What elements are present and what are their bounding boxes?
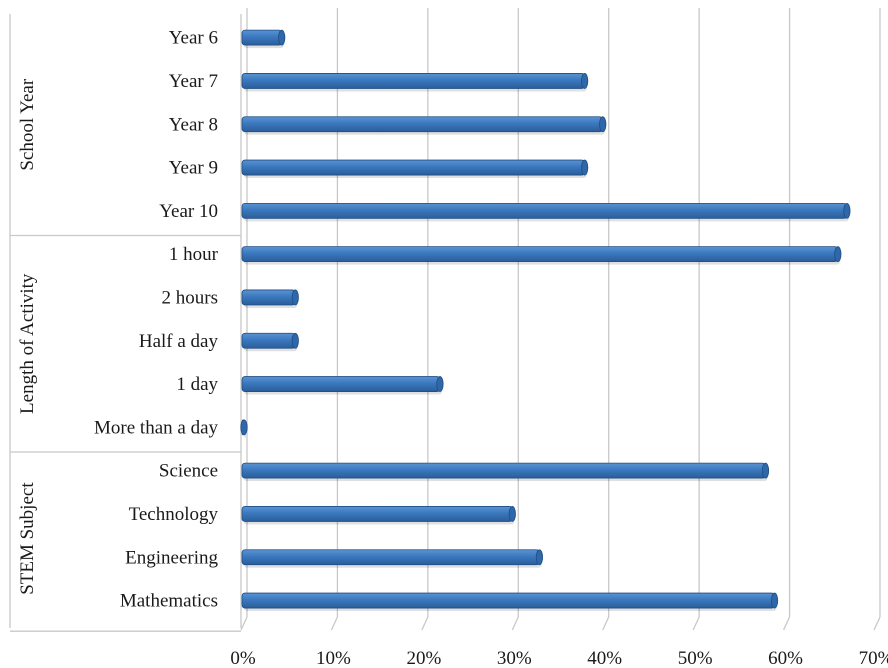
bar — [241, 246, 842, 265]
x-tick-label: 50% — [678, 648, 713, 668]
bar — [241, 29, 286, 49]
gridline-floor — [873, 616, 881, 631]
bar — [241, 592, 779, 612]
x-tick-label: 10% — [316, 648, 351, 668]
gridline-floor — [240, 616, 248, 631]
x-tick-label: 30% — [497, 648, 532, 668]
grid-lines — [240, 8, 881, 631]
bar — [241, 202, 851, 222]
x-tick-labels: 0% 10% 20% 30% 40% 50% 60% 70% — [230, 648, 888, 668]
bar — [241, 506, 516, 525]
bar — [241, 159, 589, 179]
x-tick-label: 70% — [859, 648, 888, 668]
gridline-floor — [421, 616, 429, 631]
category-label: 2 hours — [162, 287, 218, 308]
category-label: Technology — [129, 504, 219, 525]
gridline-floor — [330, 616, 339, 631]
category-label: Year 9 — [169, 158, 218, 179]
category-label: Engineering — [125, 547, 218, 568]
bar — [241, 462, 770, 482]
group-label: STEM Subject — [17, 482, 38, 595]
category-label: Year 7 — [169, 71, 218, 92]
bars — [240, 29, 851, 612]
gridline-floor — [692, 616, 700, 631]
category-label: 1 day — [176, 374, 218, 395]
x-tick-label: 20% — [406, 648, 441, 668]
bar — [241, 549, 544, 568]
bar — [241, 332, 299, 352]
category-label: Mathematics — [120, 591, 218, 612]
group-label: Length of Activity — [17, 273, 38, 414]
category-label: Science — [159, 461, 218, 482]
gridline-floor — [782, 616, 791, 631]
x-tick-label: 60% — [768, 648, 803, 668]
bar — [240, 419, 248, 438]
bar — [241, 376, 444, 395]
category-label: 1 hour — [169, 244, 219, 265]
category-axis-frame — [9, 14, 242, 632]
gridline-floor — [602, 616, 610, 631]
bar — [241, 289, 299, 308]
x-tick-label: 0% — [230, 648, 256, 668]
category-label: Year 6 — [169, 28, 218, 49]
bar — [241, 116, 607, 135]
gridline-floor — [511, 616, 519, 631]
category-label: Year 10 — [159, 201, 218, 222]
category-label: Year 8 — [169, 114, 218, 135]
group-label: School Year — [17, 78, 38, 171]
bar — [241, 73, 589, 92]
x-tick-label: 40% — [587, 648, 622, 668]
category-label: More than a day — [94, 417, 218, 438]
category-label: Half a day — [139, 331, 219, 352]
category-labels: School Year Length of Activity STEM Subjec… — [17, 28, 219, 612]
